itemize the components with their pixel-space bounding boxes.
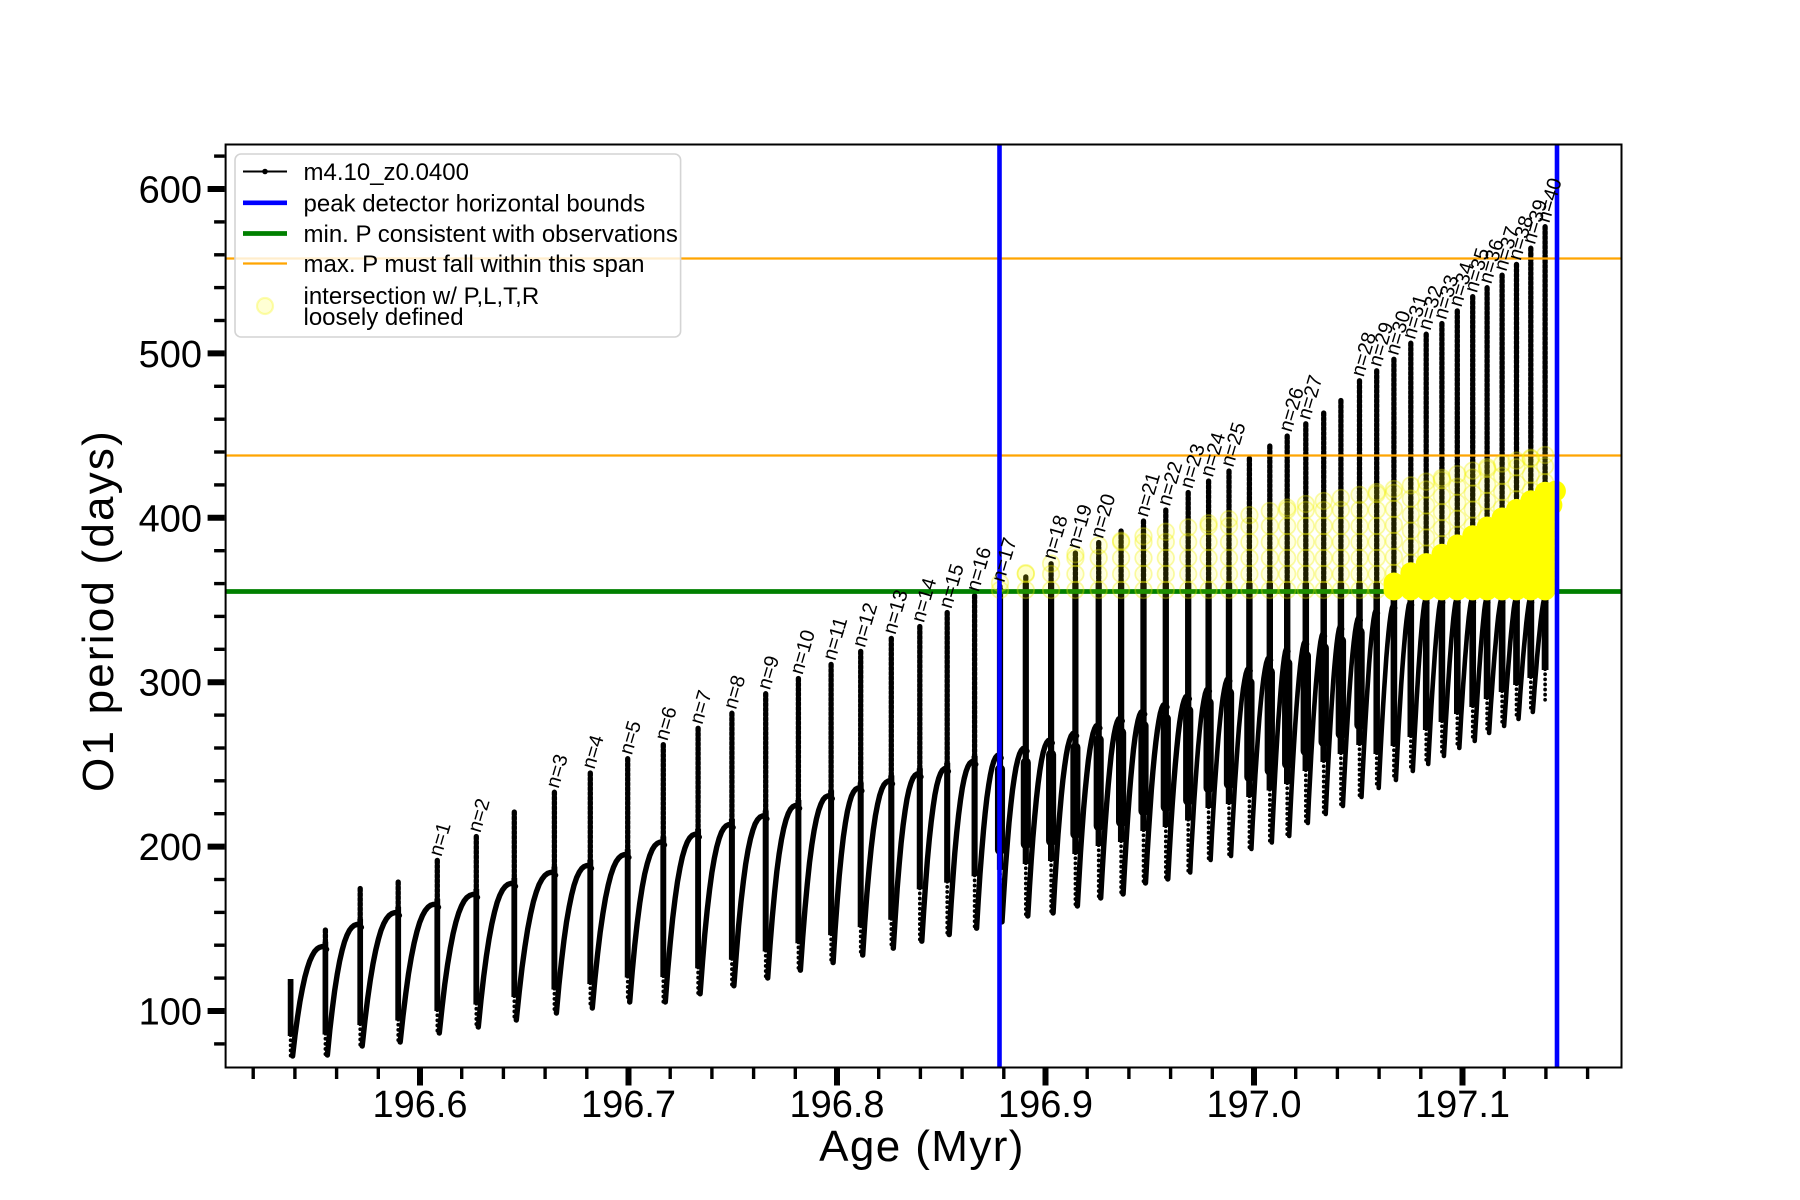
svg-text:100: 100 [139,992,202,1034]
svg-text:intersection w/ P,L,T,R: intersection w/ P,L,T,R [304,283,540,310]
svg-text:loosely defined: loosely defined [304,304,464,331]
svg-text:200: 200 [139,827,202,869]
svg-text:max. P must fall within this s: max. P must fall within this span [304,251,645,278]
svg-text:Age (Myr): Age (Myr) [819,1122,1025,1171]
svg-text:600: 600 [139,170,202,212]
svg-text:197.1: 197.1 [1415,1084,1510,1126]
svg-text:197.0: 197.0 [1206,1084,1301,1126]
svg-text:196.8: 196.8 [789,1084,884,1126]
svg-text:min. P consistent with observa: min. P consistent with observations [304,221,678,248]
svg-text:500: 500 [139,334,202,376]
svg-text:400: 400 [139,498,202,540]
svg-text:196.9: 196.9 [998,1084,1093,1126]
svg-text:300: 300 [139,663,202,705]
svg-text:196.6: 196.6 [372,1084,467,1126]
svg-text:196.7: 196.7 [581,1084,676,1126]
svg-text:m4.10_z0.0400: m4.10_z0.0400 [304,159,469,186]
svg-text:O1 period (days): O1 period (days) [74,429,123,792]
svg-text:peak detector horizontal bound: peak detector horizontal bounds [304,190,646,217]
